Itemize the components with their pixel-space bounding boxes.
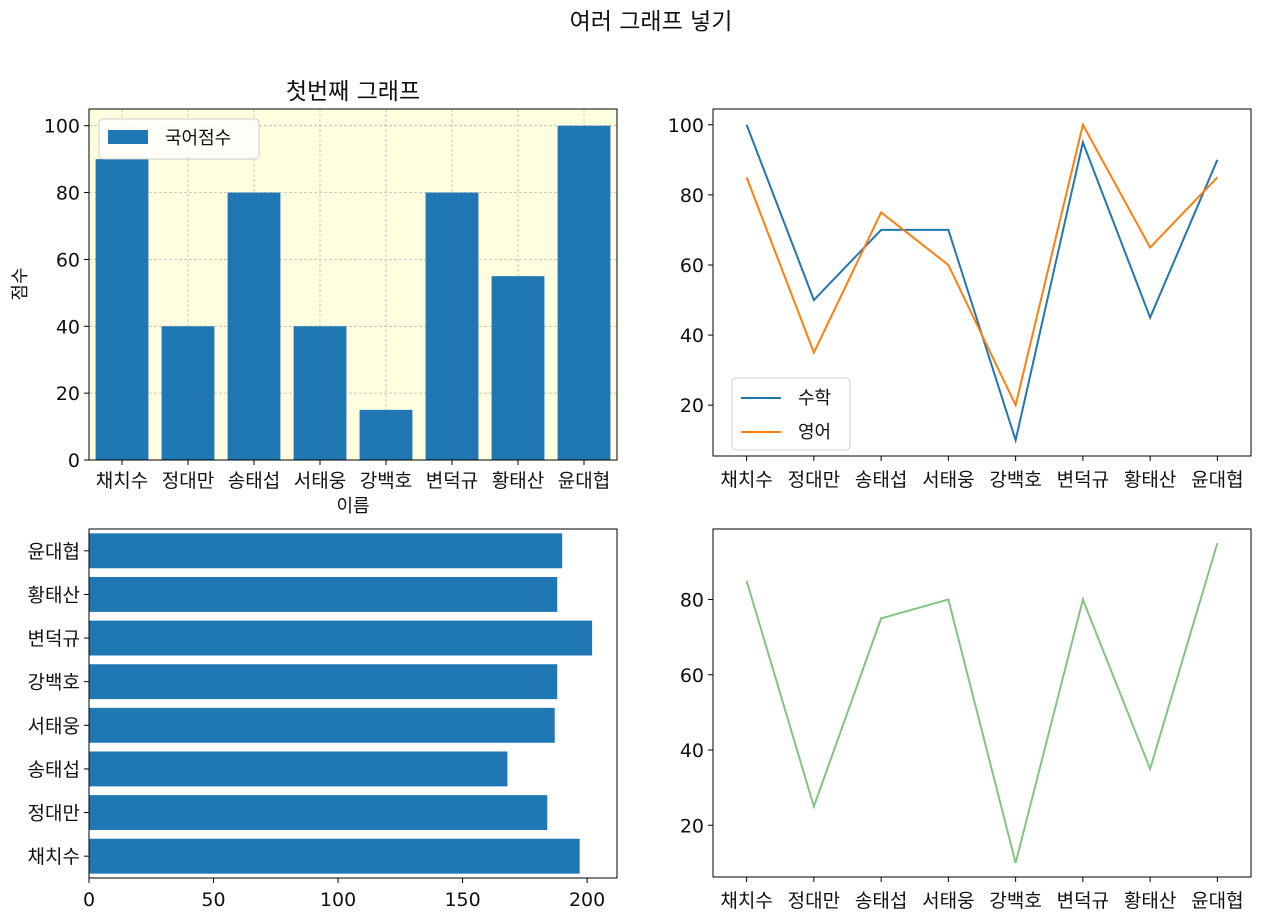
ax2-ticks: 20 40 60 80 100 채치수 정대만 송태섭 서태웅 강백호 변덕규 황태산 윤대협 <box>668 115 1244 491</box>
ax2-ytick-label: 40 <box>680 325 704 347</box>
ax4-xtick-label: 윤대협 <box>1191 890 1243 912</box>
ax4-xtick-label: 강백호 <box>989 890 1041 912</box>
ax2-ytick-label: 80 <box>680 185 704 207</box>
ax1-bar <box>161 326 215 460</box>
ax1-xtick-label: 강백호 <box>360 470 412 492</box>
ax3-ytick-label: 채치수 <box>28 846 80 868</box>
ax3-xtick-label: 50 <box>201 889 225 911</box>
ax1-legend: 국어점수 <box>98 118 260 160</box>
ax1-ticks: 0 20 40 60 80 100 채치수 정대만 송태섭 서태웅 강백호 변덕규 황태산 윤대협 <box>44 116 610 492</box>
ax2-xtick-label: 윤대협 <box>1191 469 1243 491</box>
ax1-ytick-label: 20 <box>56 383 80 405</box>
ax1-bar <box>227 192 281 461</box>
ax1-xlabel: 이름 <box>336 496 369 517</box>
ax3-xtick-label: 200 <box>569 889 605 911</box>
ax1-legend-box <box>98 118 260 160</box>
ax2-legend-label-math: 수학 <box>798 388 831 409</box>
bar-chart-korean-scores: 0 20 40 60 80 100 채치수 정대만 송태섭 서태웅 강백호 변덕규 황태산 윤대협 첫번째… <box>10 79 618 517</box>
ax1-frame <box>88 108 618 461</box>
ax1-bar <box>95 159 149 460</box>
ax2-legend: 수학 영어 <box>731 377 851 451</box>
horizontal-bar-chart-totals: 채치수 정대만 송태섭 서태웅 강백호 변덕규 황태산 윤대협 0 50 100 150 200 <box>28 528 618 911</box>
ax2-xtick-label: 변덕규 <box>1057 469 1109 491</box>
ax2-xtick-label: 황태산 <box>1124 469 1176 491</box>
ax4-frame <box>712 528 1252 878</box>
ax1-bar <box>293 326 347 460</box>
ax1-title: 첫번째 그래프 <box>286 79 420 105</box>
ax4-xtick-label: 서태웅 <box>922 890 974 912</box>
ax4-ytick-label: 60 <box>680 665 704 687</box>
ax3-ytick-label: 송태섭 <box>28 759 80 781</box>
ax3-bar <box>89 751 508 787</box>
ax1-xtick-label: 윤대협 <box>558 470 610 492</box>
line-chart-green: 20 40 60 80 채치수 정대만 송태섭 서태웅 강백호 변덕규 황태산 윤대협 <box>680 528 1252 912</box>
ax1-legend-swatch <box>108 130 148 144</box>
ax4-series-line-0 <box>745 542 1219 864</box>
ax1-xtick-label: 채치수 <box>96 470 148 492</box>
ax1-bar <box>557 125 611 460</box>
ax4-ytick-label: 40 <box>680 740 704 762</box>
ax1-ytick-label: 100 <box>44 116 80 138</box>
ax2-ytick-label: 100 <box>668 115 704 137</box>
ax3-bar <box>89 620 593 656</box>
ax3-ytick-label: 황태산 <box>28 584 80 606</box>
ax4-lines <box>745 542 1219 864</box>
ax2-xtick-label: 강백호 <box>989 469 1041 491</box>
ax3-frame <box>88 528 618 879</box>
ax4-xtick-label: 채치수 <box>720 890 772 912</box>
ax4-xtick-label: 변덕규 <box>1057 890 1109 912</box>
ax2-ytick-label: 60 <box>680 255 704 277</box>
ax3-ticks: 채치수 정대만 송태섭 서태웅 강백호 변덕규 황태산 윤대협 0 50 100 150 200 <box>28 541 606 911</box>
ax2-legend-label-english: 영어 <box>798 422 831 443</box>
ax1-bar <box>425 192 479 461</box>
ax1-ytick-label: 40 <box>56 316 80 338</box>
ax1-xtick-label: 황태산 <box>492 470 544 492</box>
ax2-ytick-label: 20 <box>680 395 704 417</box>
figure-suptitle: 여러 그래프 넣기 <box>570 9 733 35</box>
ax3-bar <box>89 664 558 700</box>
ax3-xtick-label: 150 <box>444 889 480 911</box>
ax2-series-line-1 <box>745 122 1219 409</box>
ax3-bar <box>89 838 580 874</box>
ax2-lines <box>745 122 1219 445</box>
ax1-xtick-label: 변덕규 <box>426 470 478 492</box>
ax4-ytick-label: 20 <box>680 815 704 837</box>
ax1-xtick-label: 서태웅 <box>294 470 346 492</box>
ax1-legend-label: 국어점수 <box>165 128 231 149</box>
ax3-bars <box>89 533 593 874</box>
ax1-xtick-label: 송태섭 <box>228 470 280 492</box>
ax4-xtick-label: 황태산 <box>1124 890 1176 912</box>
ax3-xtick-label: 0 <box>83 889 95 911</box>
ax1-bar <box>359 409 413 460</box>
ax4-xtick-label: 정대만 <box>788 890 840 912</box>
ax2-xtick-label: 송태섭 <box>855 469 907 491</box>
ax2-legend-box <box>731 377 851 451</box>
ax3-xtick-label: 100 <box>320 889 356 911</box>
ax2-xtick-label: 정대만 <box>788 469 840 491</box>
ax1-ytick-label: 80 <box>56 183 80 205</box>
ax1-bar <box>491 276 545 460</box>
ax2-xtick-label: 채치수 <box>720 469 772 491</box>
ax1-bars <box>95 125 611 461</box>
ax3-bar <box>89 707 555 743</box>
ax3-bar <box>89 533 563 569</box>
ax4-ytick-label: 80 <box>680 590 704 612</box>
ax3-ytick-label: 정대만 <box>28 803 80 825</box>
ax1-xtick-label: 정대만 <box>162 470 214 492</box>
ax4-xtick-label: 송태섭 <box>855 890 907 912</box>
line-chart-math-english: 20 40 60 80 100 채치수 정대만 송태섭 서태웅 강백호 변덕규 황태산 윤대협 수학 영… <box>668 108 1252 491</box>
ax3-ytick-label: 변덕규 <box>28 628 80 650</box>
ax2-xtick-label: 서태웅 <box>922 469 974 491</box>
ax1-ytick-label: 60 <box>56 249 80 271</box>
ax1-ytick-label: 0 <box>68 450 80 472</box>
ax3-ytick-label: 서태웅 <box>28 715 80 737</box>
ax2-frame <box>712 108 1252 457</box>
ax3-ytick-label: 강백호 <box>28 672 80 694</box>
ax4-ticks: 20 40 60 80 채치수 정대만 송태섭 서태웅 강백호 변덕규 황태산 윤대협 <box>680 590 1244 912</box>
ax1-ylabel: 점수 <box>10 267 31 300</box>
ax3-ytick-label: 윤대협 <box>28 541 80 563</box>
ax3-bar <box>89 795 548 831</box>
ax3-bar <box>89 576 558 612</box>
